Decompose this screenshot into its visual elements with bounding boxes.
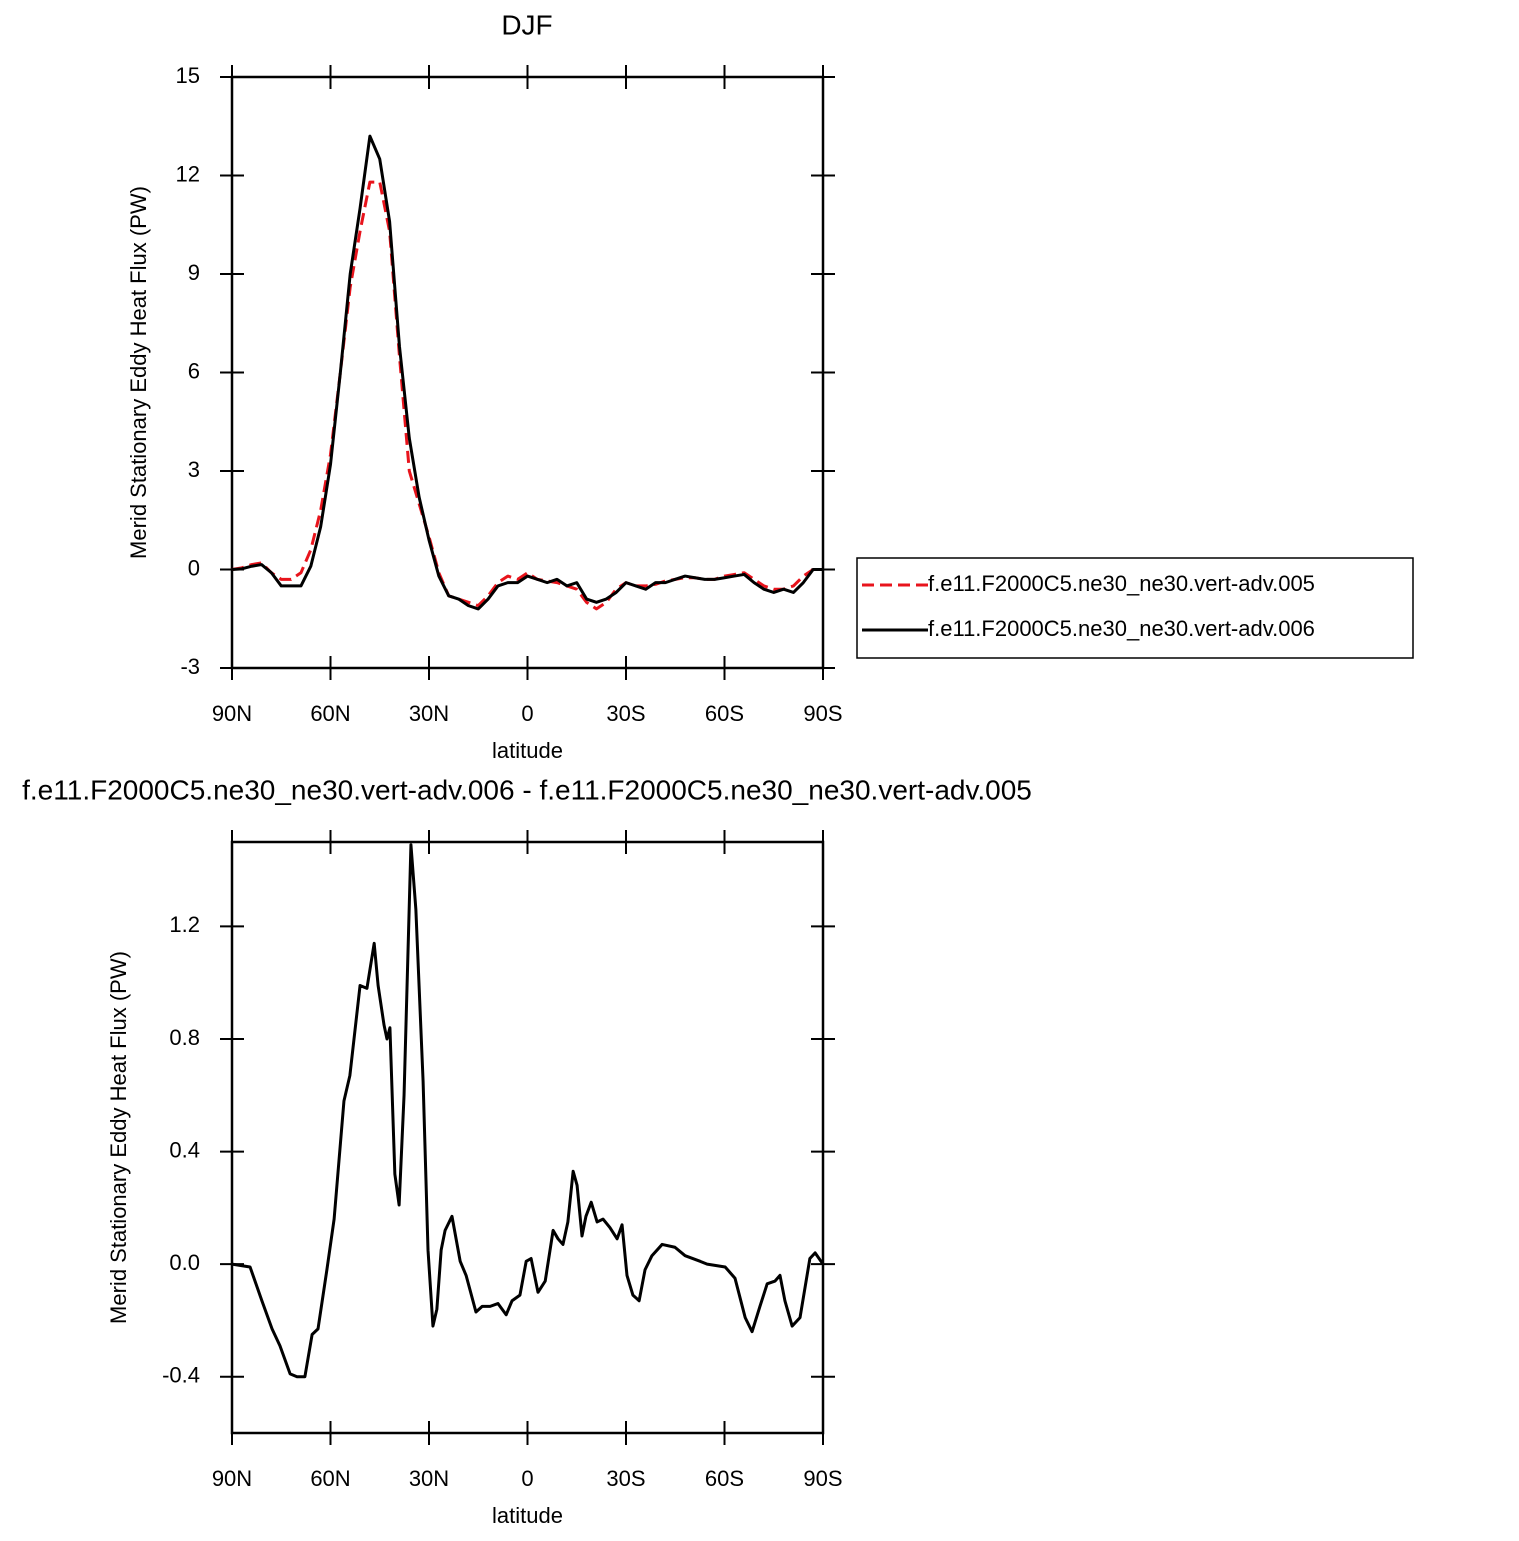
data-line: [231, 180, 823, 611]
y-tick-label: 9: [188, 260, 200, 285]
y-axis-label: Merid Stationary Eddy Heat Flux (PW): [126, 186, 151, 559]
legend-box: [856, 557, 1414, 659]
x-tick-label: 60N: [310, 1466, 350, 1491]
x-tick-label: 0: [521, 701, 533, 726]
x-axis-label: latitude: [492, 1503, 563, 1528]
x-tick-label: 30S: [606, 701, 645, 726]
y-tick-label: 15: [176, 63, 200, 88]
y-tick-label: -3: [180, 654, 200, 679]
x-tick-label: 30S: [606, 1466, 645, 1491]
x-axis-label: latitude: [492, 738, 563, 763]
x-tick-label: 0: [521, 1466, 533, 1491]
x-tick-label: 90S: [803, 1466, 842, 1491]
legend-label: f.e11.F2000C5.ne30_ne30.vert-adv.006: [928, 616, 1315, 641]
y-tick-label: 0.4: [169, 1137, 200, 1162]
x-tick-label: 60S: [705, 701, 744, 726]
x-tick-label: 90S: [803, 701, 842, 726]
y-tick-label: 1.2: [169, 912, 200, 937]
y-tick-label: 0.0: [169, 1250, 200, 1275]
x-tick-label: 60S: [705, 1466, 744, 1491]
x-tick-label: 60N: [310, 701, 350, 726]
legend-label: f.e11.F2000C5.ne30_ne30.vert-adv.005: [928, 571, 1315, 596]
y-tick-label: 3: [188, 457, 200, 482]
chart-title: DJF: [501, 9, 552, 40]
plot-frame: [230, 75, 825, 670]
y-tick-label: 0.8: [169, 1025, 200, 1050]
y-tick-label: 0: [188, 555, 200, 580]
plot-frame: [230, 840, 825, 1435]
x-tick-label: 30N: [409, 1466, 449, 1491]
x-tick-label: 90N: [212, 1466, 252, 1491]
x-tick-label: 30N: [409, 701, 449, 726]
y-tick-label: 12: [176, 161, 200, 186]
data-line: [231, 134, 823, 611]
y-axis-label: Merid Stationary Eddy Heat Flux (PW): [106, 951, 131, 1324]
x-tick-label: 90N: [212, 701, 252, 726]
y-tick-label: 6: [188, 358, 200, 383]
y-tick-label: -0.4: [162, 1363, 200, 1388]
data-line: [231, 843, 825, 1379]
chart-title: f.e11.F2000C5.ne30_ne30.vert-adv.006 - f…: [22, 774, 1032, 805]
